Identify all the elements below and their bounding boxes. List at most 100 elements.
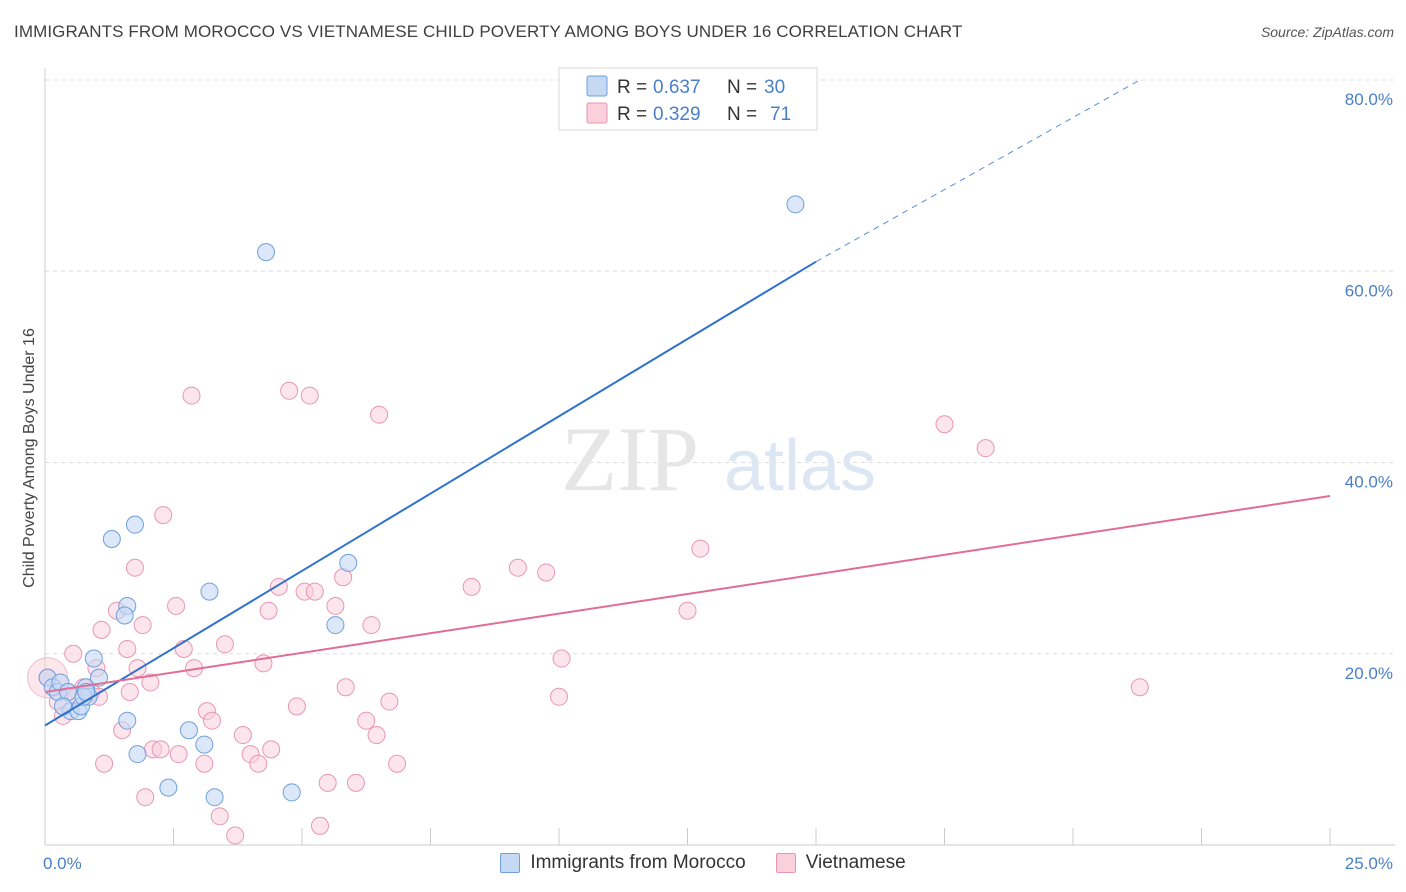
point-vietnamese-16 xyxy=(125,558,144,577)
point-morocco-17 xyxy=(102,530,121,548)
point-vietnamese-10 xyxy=(92,620,111,639)
point-morocco-24 xyxy=(200,582,219,601)
point-vietnamese-42 xyxy=(280,381,299,400)
point-vietnamese-61 xyxy=(537,563,556,582)
point-morocco-13 xyxy=(89,668,108,687)
point-morocco-27 xyxy=(282,783,301,802)
watermark: ZIP atlas xyxy=(561,408,876,510)
y-tick-label-0: 20.0% xyxy=(1345,664,1393,683)
trend-line-morocco-extrapolated xyxy=(815,79,1141,263)
bottom-legend-morocco-label: Immigrants from Morocco xyxy=(530,852,746,873)
point-vietnamese-66 xyxy=(935,415,954,434)
point-vietnamese-65 xyxy=(691,539,710,558)
axes xyxy=(44,68,1395,846)
point-vietnamese-56 xyxy=(370,405,389,424)
point-vietnamese-55 xyxy=(367,726,386,745)
y-tick-label-1: 40.0% xyxy=(1345,473,1393,492)
point-vietnamese-39 xyxy=(259,601,278,620)
tick-labels: 20.0% 40.0% 60.0% 80.0% 0.0% 25.0% xyxy=(43,90,1393,873)
point-morocco-21 xyxy=(159,778,178,797)
y-tick-label-2: 60.0% xyxy=(1345,281,1393,300)
series-morocco xyxy=(38,195,805,807)
point-vietnamese-53 xyxy=(357,711,376,730)
point-vietnamese-45 xyxy=(300,386,319,405)
point-vietnamese-22 xyxy=(151,740,170,759)
chart-title: IMMIGRANTS FROM MOROCCO VS VIETNAMESE CH… xyxy=(14,22,963,41)
point-morocco-9 xyxy=(53,697,72,716)
bottom-legend: Immigrants from Morocco Vietnamese xyxy=(0,852,1406,874)
watermark-atlas: atlas xyxy=(724,426,876,506)
point-vietnamese-20 xyxy=(141,673,160,692)
point-vietnamese-29 xyxy=(195,754,214,773)
point-vietnamese-51 xyxy=(336,678,355,697)
point-vietnamese-27 xyxy=(182,386,201,405)
point-vietnamese-37 xyxy=(249,754,268,773)
point-morocco-30 xyxy=(786,195,805,214)
legend-r-label-vietnamese: R = xyxy=(617,104,647,125)
point-vietnamese-15 xyxy=(120,683,139,701)
point-vietnamese-19 xyxy=(136,788,155,807)
grid-lines xyxy=(45,79,1395,655)
bottom-legend-morocco: Immigrants from Morocco xyxy=(500,852,746,874)
point-vietnamese-25 xyxy=(169,745,188,764)
point-vietnamese-40 xyxy=(262,740,281,759)
bottom-swatch-morocco xyxy=(500,853,521,873)
trend-lines xyxy=(44,79,1331,727)
legend-r-label-morocco: R = xyxy=(617,77,647,98)
watermark-zip: ZIP xyxy=(561,408,699,510)
point-vietnamese-33 xyxy=(215,635,234,654)
point-vietnamese-52 xyxy=(346,773,365,792)
y-tick-label-3: 80.0% xyxy=(1345,90,1393,109)
legend-n-value-morocco: 30 xyxy=(764,77,785,98)
legend-r-value-vietnamese: 0.329 xyxy=(653,104,701,125)
legend-box: R = 0.637 N = 30 R = 0.329 N = 71 xyxy=(558,67,818,131)
point-vietnamese-67 xyxy=(976,439,995,458)
legend-r-value-morocco: 0.637 xyxy=(653,77,701,98)
point-vietnamese-48 xyxy=(318,773,337,792)
bottom-swatch-vietnamese xyxy=(775,853,796,873)
point-morocco-12 xyxy=(84,649,103,668)
point-vietnamese-34 xyxy=(226,826,245,845)
point-morocco-20 xyxy=(128,745,147,764)
point-morocco-28 xyxy=(326,616,345,635)
point-vietnamese-57 xyxy=(380,692,399,711)
trend-line-morocco xyxy=(44,260,817,727)
point-vietnamese-49 xyxy=(326,596,345,615)
legend-n-value-vietnamese: 71 xyxy=(770,104,791,125)
legend-swatch-morocco xyxy=(586,75,608,97)
point-vietnamese-59 xyxy=(462,577,481,596)
point-morocco-23 xyxy=(195,735,214,754)
x-tick-label-0: 0.0% xyxy=(43,854,82,873)
bottom-legend-vietnamese-label: Vietnamese xyxy=(805,852,906,873)
point-morocco-25 xyxy=(205,788,224,807)
point-morocco-18 xyxy=(125,515,144,534)
x-tick-label-1: 25.0% xyxy=(1345,854,1393,873)
point-morocco-16 xyxy=(115,606,134,625)
point-vietnamese-4 xyxy=(64,644,83,663)
bottom-legend-vietnamese: Vietnamese xyxy=(775,852,906,874)
legend-n-label-morocco: N = xyxy=(727,77,757,98)
point-vietnamese-47 xyxy=(310,816,329,835)
point-vietnamese-63 xyxy=(552,649,571,668)
y-axis-label: Child Poverty Among Boys Under 16 xyxy=(21,328,38,588)
point-vietnamese-58 xyxy=(388,754,407,773)
source-label: Source: ZipAtlas.com xyxy=(1260,24,1394,40)
point-vietnamese-24 xyxy=(167,596,186,615)
point-vietnamese-68 xyxy=(1130,678,1149,697)
point-vietnamese-14 xyxy=(118,639,137,658)
point-vietnamese-32 xyxy=(210,807,229,826)
point-vietnamese-18 xyxy=(133,616,152,635)
point-vietnamese-64 xyxy=(678,601,697,620)
point-vietnamese-31 xyxy=(203,711,222,730)
point-morocco-29 xyxy=(339,553,358,572)
point-vietnamese-62 xyxy=(550,687,568,706)
legend-n-label-vietnamese: N = xyxy=(727,104,757,125)
point-vietnamese-54 xyxy=(362,616,381,635)
point-vietnamese-35 xyxy=(233,726,252,745)
point-vietnamese-46 xyxy=(305,582,324,601)
point-morocco-22 xyxy=(179,721,198,740)
point-vietnamese-60 xyxy=(508,558,527,577)
point-vietnamese-11 xyxy=(95,754,114,773)
point-morocco-26 xyxy=(257,243,276,262)
